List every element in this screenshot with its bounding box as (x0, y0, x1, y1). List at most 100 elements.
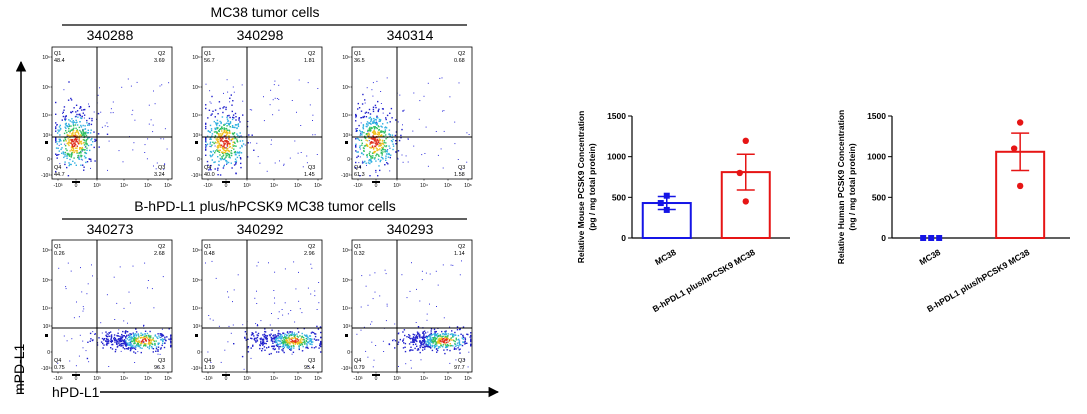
event-dot (239, 135, 241, 138)
event-dot (293, 347, 295, 349)
event-dot (440, 345, 443, 347)
event-dot (274, 348, 276, 350)
data-point (663, 192, 670, 199)
event-dot (444, 335, 446, 338)
event-dot (67, 143, 70, 145)
event-dot (438, 346, 440, 348)
event-dot (415, 336, 417, 339)
event-dot (392, 145, 395, 147)
event-dot (272, 99, 274, 101)
event-dot (292, 341, 295, 343)
event-dot (375, 147, 377, 149)
event-dot (234, 126, 236, 129)
event-dot (455, 337, 457, 339)
event-dot (409, 350, 411, 352)
event-dot (66, 149, 68, 152)
event-dot (133, 342, 135, 345)
event-dot (228, 155, 231, 157)
event-dot (127, 336, 130, 339)
event-dot (159, 85, 161, 87)
event-dot (361, 132, 363, 134)
event-dot (226, 161, 228, 163)
event-dot (219, 174, 222, 176)
event-dot (107, 338, 109, 341)
event-dot (414, 339, 416, 341)
event-dot (309, 338, 312, 340)
event-dot (388, 133, 390, 136)
event-dot (364, 136, 366, 139)
event-dot (225, 130, 227, 132)
event-dot (121, 336, 123, 338)
event-dot (134, 119, 136, 121)
event-dot (423, 334, 425, 336)
event-dot (68, 119, 70, 121)
event-dot (423, 339, 425, 342)
event-dot (208, 315, 210, 316)
event-dot (224, 143, 227, 145)
event-dot (217, 140, 220, 143)
y-axis-title: Relative Mouse PCSK9 Concentration (576, 111, 586, 264)
event-dot (70, 153, 72, 156)
event-dot (63, 89, 65, 91)
event-dot (276, 343, 279, 345)
event-dot (259, 338, 261, 340)
event-dot (70, 97, 72, 100)
event-dot (270, 143, 272, 145)
event-dot (231, 104, 233, 106)
event-dot (421, 154, 423, 156)
event-dot (395, 119, 397, 121)
event-dot (465, 342, 467, 344)
event-dot (290, 349, 292, 351)
event-dot (61, 147, 63, 149)
event-dot (88, 117, 91, 120)
event-dot (439, 340, 441, 343)
event-dot (72, 125, 75, 127)
event-dot (385, 118, 387, 121)
event-dot (304, 343, 306, 345)
event-dot (320, 340, 322, 343)
event-dot (362, 147, 365, 149)
event-dot (300, 337, 302, 340)
event-dot (358, 124, 360, 127)
event-dot (283, 338, 285, 341)
event-dot (368, 135, 370, 137)
event-dot (97, 112, 100, 115)
event-dot (88, 105, 90, 108)
event-dot (356, 151, 358, 153)
event-dot (78, 156, 80, 158)
event-dot (70, 111, 72, 113)
event-dot (71, 133, 73, 135)
event-dot (140, 344, 142, 346)
event-dot (218, 164, 220, 166)
event-dot (83, 132, 85, 134)
axis-marker (345, 141, 348, 144)
event-dot (370, 118, 373, 120)
event-dot (210, 151, 213, 153)
event-dot (238, 152, 241, 154)
event-dot (376, 153, 378, 155)
event-dot (135, 334, 138, 336)
data-point (936, 235, 943, 241)
event-dot (232, 141, 234, 144)
event-dot (264, 349, 266, 351)
event-dot (62, 111, 64, 113)
event-dot (116, 345, 119, 348)
event-dot (381, 142, 384, 144)
event-dot (443, 349, 445, 351)
y-tick-label: 0 (47, 157, 50, 163)
event-dot (132, 347, 134, 349)
event-dot (211, 159, 213, 161)
event-dot (103, 344, 105, 346)
event-dot (79, 114, 81, 117)
event-dot (62, 153, 65, 155)
event-dot (382, 148, 384, 150)
event-dot (223, 142, 225, 144)
event-dot (237, 124, 239, 126)
event-dot (373, 121, 375, 123)
event-dot (117, 335, 120, 337)
event-dot (122, 161, 124, 163)
event-dot (89, 332, 92, 335)
axis-marker (45, 141, 48, 144)
event-dot (264, 334, 267, 337)
event-dot (72, 120, 74, 122)
